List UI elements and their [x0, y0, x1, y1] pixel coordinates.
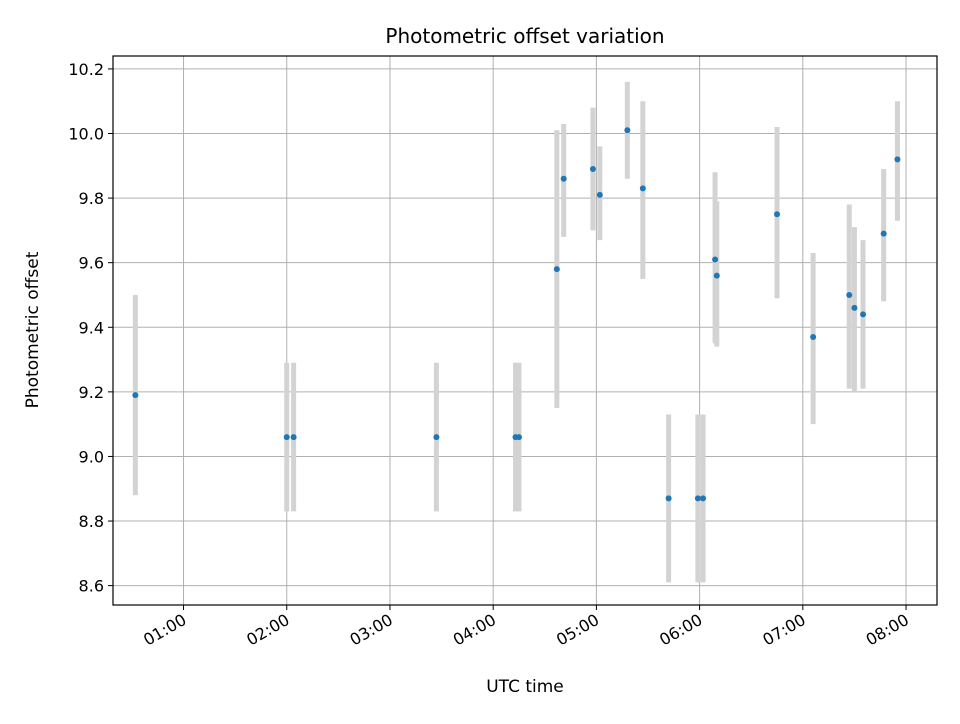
data-point: [810, 333, 817, 340]
data-point: [132, 392, 139, 399]
data-points: [132, 127, 901, 502]
x-axis-label: UTC time: [486, 677, 564, 697]
y-tick-label: 10.0: [68, 125, 104, 144]
x-tick-label: 07:00: [759, 610, 808, 650]
error-bars: [132, 81, 900, 583]
data-point: [851, 304, 858, 311]
data-point: [560, 175, 567, 182]
data-point: [713, 272, 720, 279]
x-tick-label: 04:00: [450, 610, 499, 650]
data-point: [860, 311, 867, 318]
y-tick-label: 9.0: [79, 447, 104, 466]
x-axis-ticks: 01:00 02:00 03:00 04:00 05:00 06:00 07:00 08:00: [140, 605, 912, 650]
y-axis-label: Photometric offset: [23, 251, 43, 408]
y-tick-label: 10.2: [68, 60, 104, 79]
data-point: [589, 166, 596, 173]
data-point: [433, 434, 440, 441]
y-tick-label: 8.6: [79, 577, 104, 596]
data-point: [712, 256, 719, 263]
y-tick-label: 9.6: [79, 254, 104, 273]
data-point: [290, 434, 297, 441]
x-tick-label: 05:00: [553, 610, 602, 650]
x-tick-label: 02:00: [243, 610, 292, 650]
data-point: [694, 495, 701, 502]
y-tick-label: 9.4: [79, 318, 104, 337]
x-tick-label: 08:00: [863, 610, 912, 650]
data-point: [880, 230, 887, 237]
x-tick-label: 01:00: [140, 610, 189, 650]
y-tick-label: 8.8: [79, 512, 104, 531]
y-tick-label: 9.8: [79, 189, 104, 208]
x-tick-label: 06:00: [656, 610, 705, 650]
data-point: [553, 266, 560, 273]
data-point: [774, 211, 781, 218]
data-point: [624, 127, 631, 134]
data-point: [596, 191, 603, 198]
data-point: [665, 495, 672, 502]
grid-lines: [113, 56, 937, 605]
chart-title: Photometric offset variation: [385, 24, 664, 48]
y-tick-label: 9.2: [79, 383, 104, 402]
data-point: [894, 156, 901, 163]
data-point: [283, 434, 290, 441]
data-point: [639, 185, 646, 192]
data-point: [515, 434, 522, 441]
data-point: [700, 495, 707, 502]
x-tick-label: 03:00: [347, 610, 396, 650]
data-point: [846, 291, 853, 298]
y-axis-ticks: 8.6 8.8 9.0 9.2 9.4 9.6 9.8 10.0 10.2: [68, 60, 113, 596]
plot-frame: [112, 55, 938, 606]
